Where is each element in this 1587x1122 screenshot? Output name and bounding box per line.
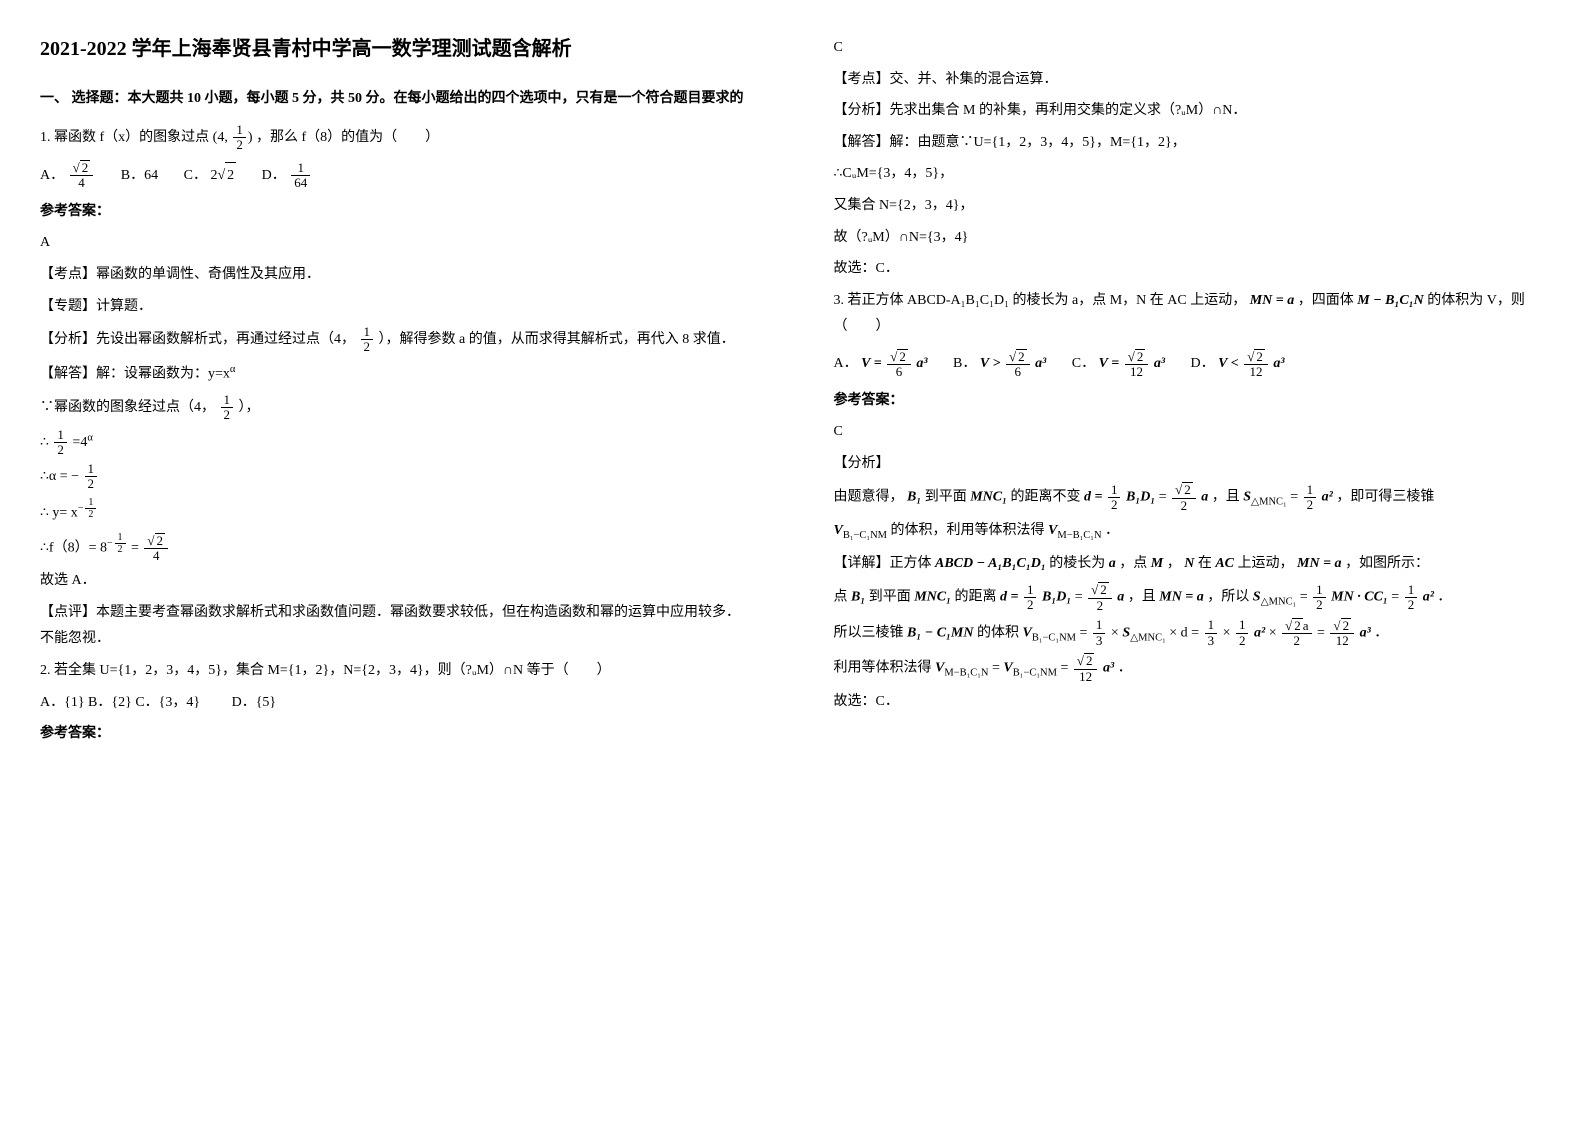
q2-opts: A．{1} B．{2} C．{3，4} D．{5}: [40, 690, 754, 717]
q1-answer-label: 参考答案：: [40, 199, 754, 226]
q3-det1: 【详解】正方体 ABCD − A₁B₁C₁D₁ 的棱长为 a ，点 M ， N …: [834, 551, 1548, 578]
q3-line3: 所以三棱锥 B₁ − C₁MN 的体积 VB₁−C₁NM = 13 × S△MN…: [834, 618, 1548, 649]
q1-sol5: ∴ y= x−12: [40, 497, 754, 527]
q1-optA: A． √2 4: [40, 168, 99, 183]
q2-sol1: 【解答】解：由题意∵U={1，2，3，4，5}，M={1，2}，: [834, 130, 1548, 157]
q1-sol7: 故选 A．: [40, 568, 754, 595]
frac-half-2: 12: [361, 325, 374, 355]
right-column: C 【考点】交、并、补集的混合运算． 【分析】先求出集合 M 的补集，再利用交集…: [794, 0, 1587, 1122]
q3-answer: C: [834, 419, 1548, 446]
q2-answer-label: 参考答案：: [40, 721, 754, 748]
q2-ana: 【分析】先求出集合 M 的补集，再利用交集的定义求（?ᵤM）∩N．: [834, 98, 1548, 125]
q3-optB: B． V > √26 a³: [953, 356, 1050, 371]
q1-point: (4, 12): [213, 130, 256, 145]
q1-options: A． √2 4 B．64 C． 2√2 D． 1 64: [40, 160, 754, 191]
q3-final: 故选：C．: [834, 689, 1548, 716]
q1-analysis: 【分析】先设出幂函数解析式，再通过经过点（4， 12 ），解得参数 a 的值，从…: [40, 325, 754, 355]
q1-sol4: ∴α = − 12: [40, 462, 754, 492]
q3-optD: D． V < √212 a³: [1191, 356, 1285, 371]
q1-sol6: ∴f（8）= 8−12 = √2 4: [40, 532, 754, 563]
page-container: 2021-2022 学年上海奉贤县青村中学高一数学理测试题含解析 一、 选择题：…: [0, 0, 1587, 1122]
q1-tag2: 【专题】计算题．: [40, 294, 754, 321]
q1-answer: A: [40, 230, 754, 257]
q1-stem: 1. 幂函数 f（x）的图象过点 (4, 12) ，那么 f（8）的值为（ ）: [40, 123, 754, 153]
q1-comment: 【点评】本题主要考查幂函数求解析式和求函数值问题．幂函数要求较低，但在构造函数和…: [40, 600, 754, 653]
q3-optC: C． V = √212 a³: [1072, 356, 1169, 371]
q1-stem-a: 1. 幂函数 f（x）的图象过点: [40, 130, 213, 145]
q2-answer: C: [834, 35, 1548, 62]
q1-sol3: ∴ 12 =4α: [40, 428, 754, 458]
q1-optB: B．64: [121, 168, 158, 183]
q1-sol1: 【解答】解：设幂函数为：y=xα: [40, 360, 754, 388]
q2-tag1: 【考点】交、并、补集的混合运算．: [834, 67, 1548, 94]
left-column: 2021-2022 学年上海奉贤县青村中学高一数学理测试题含解析 一、 选择题：…: [0, 0, 794, 1122]
q2-sol2: ∴CᵤM={3，4，5}，: [834, 161, 1548, 188]
q2-sol5: 故选：C．: [834, 256, 1548, 283]
q1-sol2: ∵幂函数的图象经过点（4， 12 ），: [40, 393, 754, 423]
q3-answer-label: 参考答案：: [834, 388, 1548, 415]
q2-sol3: 又集合 N={2，3，4}，: [834, 193, 1548, 220]
q3-stem: 3. 若正方体 ABCD-A₁B₁C₁D₁ 的棱长为 a，点 M，N 在 AC …: [834, 288, 1548, 341]
q1-stem-b: ，那么 f（8）的值为（ ）: [256, 130, 439, 145]
q3-ana1: 由题意得， B₁ 到平面 MNC₁ 的距离不变 d = 12 B₁D₁ = √2…: [834, 482, 1548, 513]
frac-1-64: 1 64: [291, 161, 310, 191]
q1-optD: D． 1 64: [262, 168, 313, 183]
q3-options: A． V = √26 a³ B． V > √26 a³ C． V = √212 …: [834, 349, 1548, 380]
doc-title: 2021-2022 学年上海奉贤县青村中学高一数学理测试题含解析: [40, 30, 754, 68]
section-heading: 一、 选择题：本大题共 10 小题，每小题 5 分，共 50 分。在每小题给出的…: [40, 86, 754, 113]
frac-half: 12: [233, 123, 246, 153]
q3-line2: 点 B₁ 到平面 MNC₁ 的距离 d = 12 B₁D₁ = √22 a ，且…: [834, 582, 1548, 613]
q3-ana-h: 【分析】: [834, 451, 1548, 478]
q3-line4: 利用等体积法得 VM−B₁C₁N = VB₁−C₁NM = √212 a³ ．: [834, 653, 1548, 684]
q1-tag1: 【考点】幂函数的单调性、奇偶性及其应用．: [40, 262, 754, 289]
q1-optC: C． 2√2: [184, 168, 240, 183]
frac-sqrt2-4: √2 4: [70, 160, 94, 191]
q3-optA: A． V = √26 a³: [834, 356, 932, 371]
q3-ana1b: VB₁−C₁NM 的体积，利用等体积法得 VM−B₁C₁N ．: [834, 518, 1548, 546]
q2-stem: 2. 若全集 U={1，2，3，4，5}，集合 M={1，2}，N={2，3，4…: [40, 658, 754, 685]
q2-sol4: 故（?ᵤM）∩N={3，4}: [834, 225, 1548, 252]
